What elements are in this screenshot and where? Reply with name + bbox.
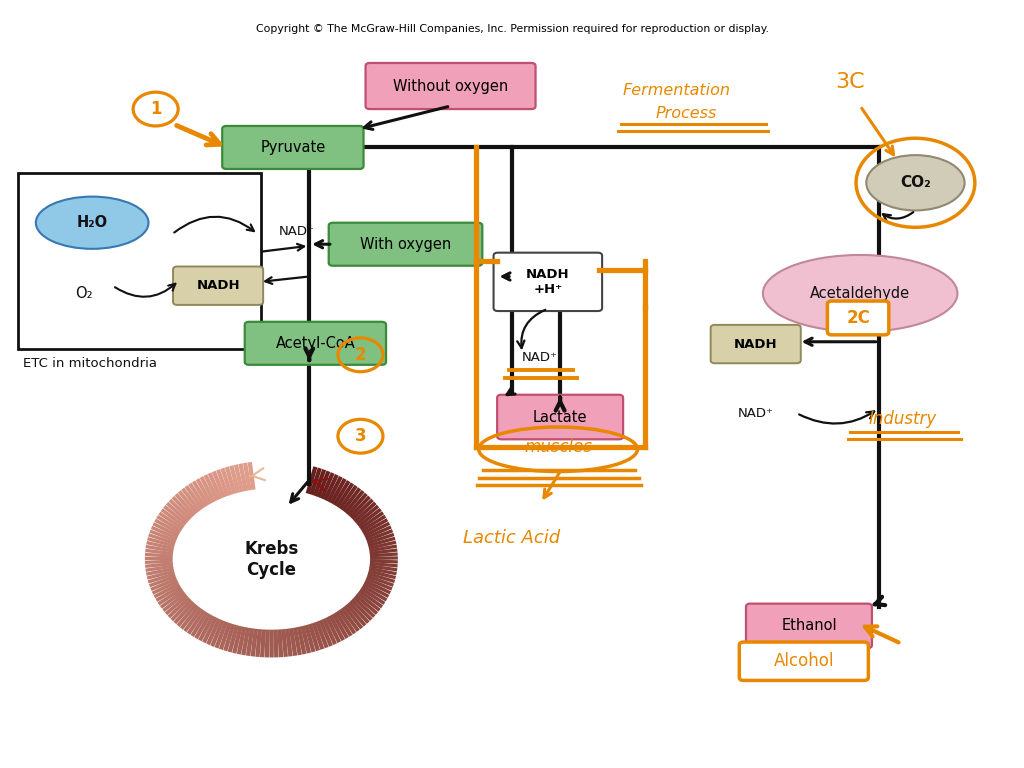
FancyBboxPatch shape [245, 322, 386, 365]
Ellipse shape [36, 197, 148, 249]
FancyBboxPatch shape [498, 395, 623, 439]
Text: NADH
+H⁺: NADH +H⁺ [526, 268, 569, 296]
Text: Industry: Industry [869, 409, 937, 428]
Text: Lactic Acid: Lactic Acid [464, 528, 560, 547]
Text: CO₂: CO₂ [900, 175, 931, 190]
FancyBboxPatch shape [494, 253, 602, 311]
Text: H₂O: H₂O [77, 215, 108, 230]
Text: Acetaldehyde: Acetaldehyde [810, 286, 910, 301]
Ellipse shape [763, 255, 957, 332]
Text: Copyright © The McGraw-Hill Companies, Inc. Permission required for reproduction: Copyright © The McGraw-Hill Companies, I… [256, 24, 768, 35]
Text: ETC in mitochondria: ETC in mitochondria [23, 357, 157, 370]
Text: 1: 1 [150, 100, 162, 118]
FancyBboxPatch shape [711, 325, 801, 363]
Text: NAD⁺: NAD⁺ [279, 226, 314, 238]
Text: NAD⁺: NAD⁺ [737, 407, 773, 419]
Text: Lactate: Lactate [532, 409, 588, 425]
Text: Fermentation: Fermentation [623, 83, 730, 98]
FancyBboxPatch shape [173, 266, 263, 305]
FancyBboxPatch shape [366, 63, 536, 109]
Text: Pyruvate: Pyruvate [260, 140, 326, 155]
Text: Alcohol: Alcohol [773, 652, 835, 670]
Text: Ethanol: Ethanol [781, 618, 837, 634]
Text: NAD⁺: NAD⁺ [521, 351, 558, 363]
Text: Acetyl-CoA: Acetyl-CoA [275, 336, 355, 351]
Text: 2C: 2C [846, 309, 870, 327]
Text: With oxygen: With oxygen [359, 237, 452, 252]
FancyBboxPatch shape [745, 604, 872, 648]
FancyBboxPatch shape [329, 223, 482, 266]
Text: Krebs
Cycle: Krebs Cycle [245, 540, 298, 578]
Text: NADH: NADH [734, 338, 777, 350]
FancyBboxPatch shape [827, 301, 889, 335]
FancyBboxPatch shape [739, 642, 868, 680]
FancyBboxPatch shape [222, 126, 364, 169]
Bar [18, 173, 261, 349]
Text: muscles: muscles [524, 438, 592, 456]
Text: Without oxygen: Without oxygen [393, 78, 508, 94]
Text: 3C: 3C [836, 72, 864, 92]
Text: Process: Process [655, 106, 717, 121]
Ellipse shape [866, 155, 965, 210]
Text: 3: 3 [354, 427, 367, 445]
Text: NADH: NADH [197, 280, 240, 292]
Text: 2: 2 [354, 346, 367, 364]
Text: O₂: O₂ [75, 286, 93, 301]
